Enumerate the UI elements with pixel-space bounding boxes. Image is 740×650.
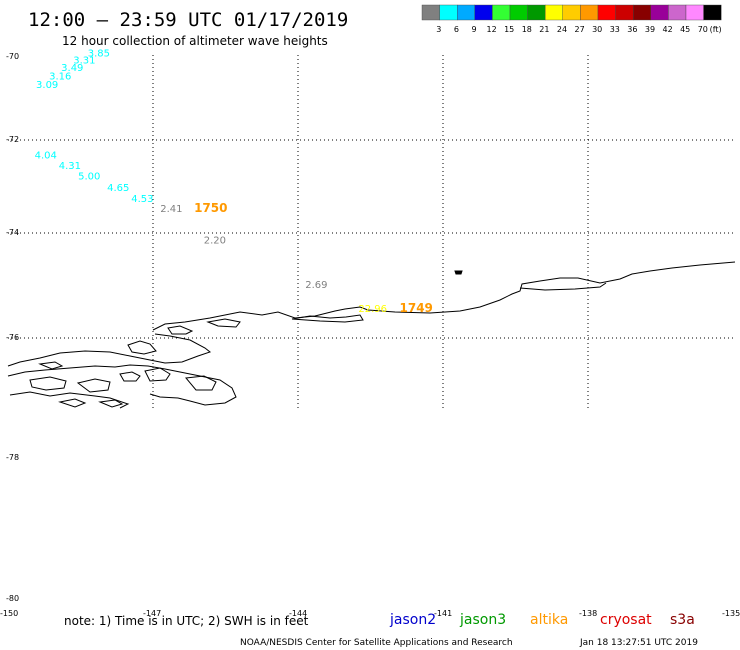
- footer-credit: NOAA/NESDIS Center for Satellite Applica…: [240, 638, 513, 648]
- coast-island: [76, 378, 111, 393]
- legend-swatch: [457, 4, 476, 21]
- swh-color-legend: 3 6 9 12 15 18 21 24 27 30 33 36 39 42 45 70 (ft): [421, 4, 722, 34]
- swh-value-label: 4.53: [131, 194, 153, 205]
- legend-label: 45: [680, 25, 690, 34]
- coast-island: [58, 398, 87, 408]
- lat-label: -72: [6, 135, 19, 144]
- swh-value-label: 3.85: [88, 48, 110, 59]
- footer-timestamp: Jan 18 13:27:51 UTC 2019: [579, 638, 698, 648]
- swh-value-label: 3.16: [49, 72, 71, 83]
- swh-value-label: 3.31: [73, 56, 95, 67]
- lat-lon-grid: [8, 55, 735, 408]
- satellite-name: jason2: [389, 612, 436, 628]
- coast-island: [167, 325, 194, 335]
- coast-island: [98, 399, 124, 408]
- swh-value-label: 3.09: [36, 80, 58, 91]
- swh-value-label: 4.31: [59, 161, 81, 172]
- coast-island: [454, 270, 463, 275]
- legend-label: 3: [436, 25, 441, 34]
- legend-swatch: [562, 4, 581, 21]
- lon-label: -147: [143, 609, 161, 618]
- legend-swatch: [474, 4, 493, 21]
- legend-unit: (ft): [710, 25, 722, 34]
- legend-label: 12: [487, 25, 497, 34]
- coast-island: [185, 375, 217, 391]
- satellite-name: jason3: [459, 612, 506, 628]
- legend-label: 42: [663, 25, 673, 34]
- coastline: [7, 261, 736, 409]
- legend-swatch: [615, 4, 634, 21]
- lon-label: -150: [0, 609, 18, 618]
- pass-time-label: 1749: [400, 301, 433, 315]
- satellite-legend: jason2 jason3 altika cryosat s3a: [389, 612, 695, 628]
- swh-value-label: 2.20: [204, 236, 226, 247]
- legend-swatch: [668, 4, 687, 21]
- coast-island: [519, 282, 607, 291]
- legend-label: 36: [627, 25, 637, 34]
- map-subtitle: 12 hour collection of altimeter wave hei…: [62, 34, 328, 48]
- footer-note: note: 1) Time is in UTC; 2) SWH is in fe…: [64, 614, 309, 628]
- swh-value-label: 3.49: [61, 63, 83, 74]
- legend-swatch: [421, 4, 440, 21]
- pass-times: 181617501749: [194, 201, 433, 315]
- ice-shelf-edge: [152, 261, 736, 331]
- legend-swatch: [439, 4, 458, 21]
- latitude-labels: -70 -72 -74 -76 -78 -80: [6, 52, 19, 603]
- satellite-name: cryosat: [600, 612, 652, 628]
- lat-label: -78: [6, 453, 19, 462]
- swh-value-label: 2.41: [160, 204, 182, 215]
- map-title: 12:00 – 23:59 UTC 01/17/2019: [28, 9, 348, 31]
- legend-label: 6: [454, 25, 459, 34]
- coast-island: [119, 371, 141, 382]
- pass-time-label: 1750: [194, 201, 227, 215]
- legend-swatch: [650, 4, 669, 21]
- legend-swatch: [580, 4, 599, 21]
- legend-swatch: [597, 4, 616, 21]
- coast-island: [144, 367, 171, 382]
- coast-island: [291, 314, 364, 323]
- legend-label: 15: [504, 25, 514, 34]
- lat-label: -76: [6, 333, 19, 342]
- swh-value-label: 2.69: [305, 280, 327, 291]
- swh-value-label: 22.96: [358, 304, 387, 315]
- legend-swatch: [633, 4, 652, 21]
- lon-label: -141: [434, 609, 452, 618]
- coast-island: [38, 361, 64, 370]
- swh-value-label: 5.00: [78, 172, 100, 183]
- swh-value-label: 4.04: [35, 151, 57, 162]
- lon-label: -144: [289, 609, 307, 618]
- legend-swatch: [685, 4, 704, 21]
- legend-label: 24: [557, 25, 567, 34]
- legend-swatch: [527, 4, 546, 21]
- coast-island: [29, 376, 67, 391]
- longitude-labels: -150 -147 -144 -141 -138 -135: [0, 609, 740, 618]
- swh-observations: 3.853.313.493.163.09 4.044.315.00 4.654.53…: [35, 48, 387, 314]
- lon-label: -135: [722, 609, 740, 618]
- legend-label: 18: [522, 25, 532, 34]
- legend-label: 33: [610, 25, 620, 34]
- satellite-name: s3a: [670, 612, 695, 628]
- lon-label: -138: [579, 609, 597, 618]
- coast-island: [9, 391, 130, 409]
- lat-label: -80: [6, 594, 19, 603]
- legend-label: 9: [471, 25, 476, 34]
- lat-label: -70: [6, 52, 19, 61]
- coast-mainland: [7, 333, 212, 367]
- legend-label: 70: [698, 25, 708, 34]
- legend-label: 39: [645, 25, 655, 34]
- legend-swatch: [492, 4, 511, 21]
- legend-label: 30: [592, 25, 602, 34]
- coast-mainland: [7, 364, 237, 406]
- legend-swatch: [545, 4, 564, 21]
- coast-island: [206, 318, 241, 328]
- coast-island: [127, 340, 157, 355]
- satellite-name: altika: [530, 612, 568, 628]
- legend-swatch: [509, 4, 528, 21]
- lat-label: -74: [6, 228, 19, 237]
- legend-swatch: [703, 4, 722, 21]
- legend-label: 27: [575, 25, 585, 34]
- legend-label: 21: [539, 25, 549, 34]
- swh-value-label: 4.65: [107, 183, 129, 194]
